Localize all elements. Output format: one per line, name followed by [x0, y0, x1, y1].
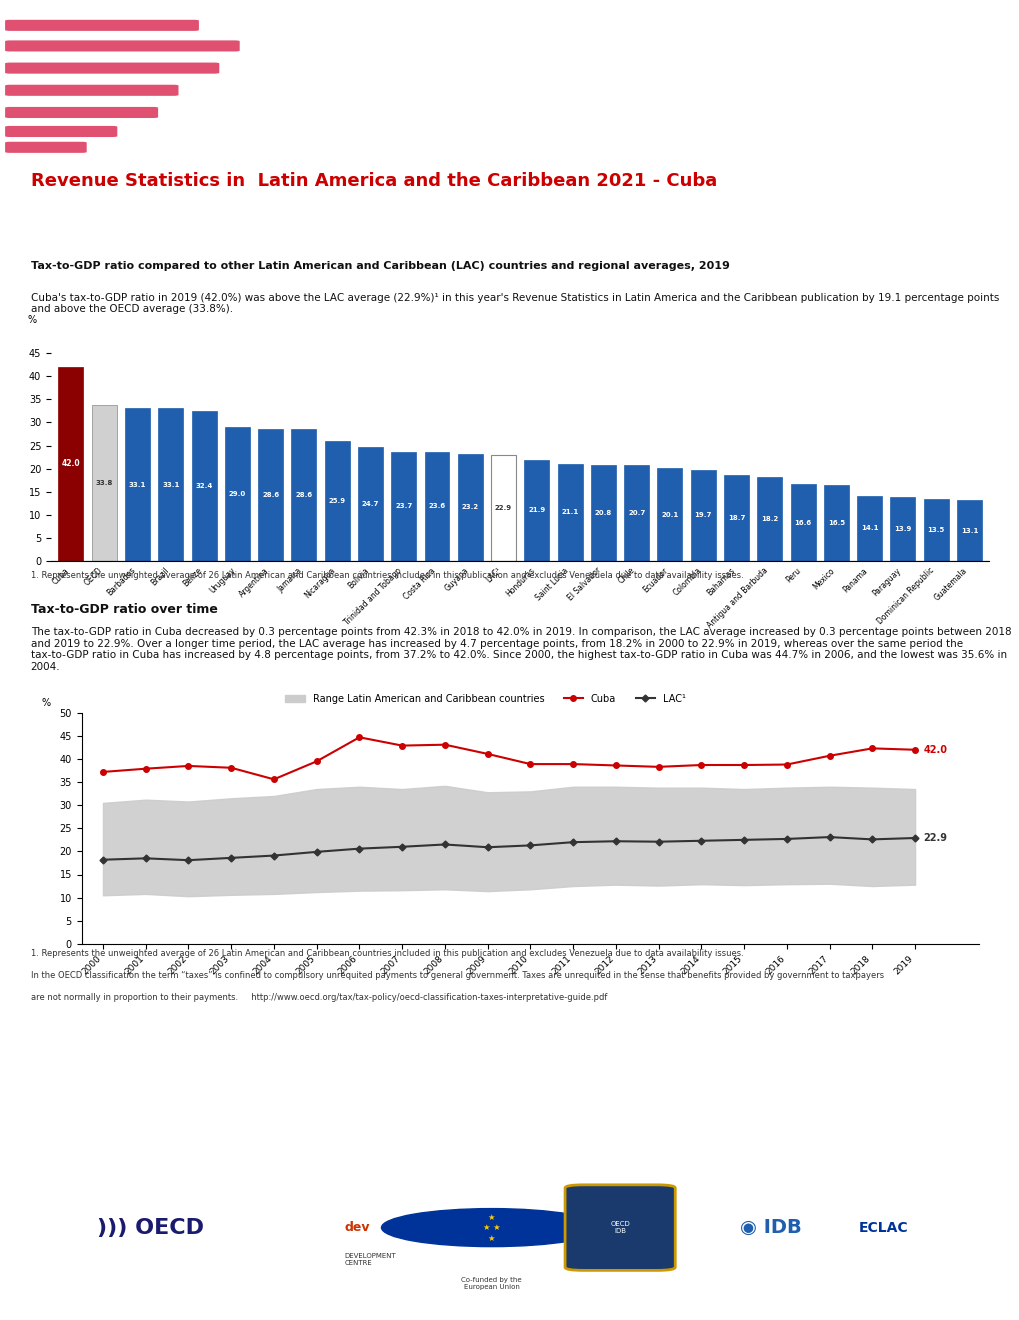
Text: 21.9: 21.9: [528, 507, 545, 513]
FancyBboxPatch shape: [5, 41, 239, 51]
Bar: [424, 451, 449, 561]
Text: ★
★ ★
★: ★ ★ ★ ★: [482, 1213, 500, 1242]
Bar: [723, 475, 748, 561]
Bar: [690, 470, 715, 561]
Text: ))) OECD: ))) OECD: [97, 1217, 204, 1238]
Bar: [524, 459, 549, 561]
Text: 25.9: 25.9: [328, 498, 345, 504]
FancyBboxPatch shape: [5, 125, 117, 137]
Bar: [158, 408, 183, 561]
Text: The tax-to-GDP ratio in Cuba decreased by 0.3 percentage points from 42.3% in 20: The tax-to-GDP ratio in Cuba decreased b…: [31, 627, 1010, 672]
FancyBboxPatch shape: [5, 107, 158, 117]
Text: ◉ IDB: ◉ IDB: [739, 1218, 801, 1237]
Text: Revenue Statistics in  Latin America and the Caribbean 2021 - Cuba: Revenue Statistics in Latin America and …: [31, 173, 716, 190]
Bar: [890, 496, 914, 561]
Text: 20.1: 20.1: [660, 512, 678, 517]
Text: In the OECD classification the term “taxes” is confined to compulsory unrequited: In the OECD classification the term “tax…: [31, 972, 882, 979]
Text: Cuba's tax-to-GDP ratio in 2019 (42.0%) was above the LAC average (22.9%)¹ in th: Cuba's tax-to-GDP ratio in 2019 (42.0%) …: [31, 293, 998, 314]
Bar: [224, 428, 250, 561]
Bar: [58, 367, 84, 561]
Text: 42.0: 42.0: [923, 744, 947, 755]
Bar: [756, 477, 782, 561]
Bar: [923, 499, 948, 561]
Y-axis label: %: %: [28, 315, 37, 326]
Text: 13.9: 13.9: [894, 525, 911, 532]
Circle shape: [381, 1209, 601, 1246]
Text: 23.6: 23.6: [428, 503, 445, 510]
Bar: [291, 429, 316, 561]
FancyBboxPatch shape: [5, 20, 199, 30]
Bar: [92, 405, 116, 561]
Text: Co-funded by the
European Union: Co-funded by the European Union: [461, 1276, 522, 1290]
FancyBboxPatch shape: [5, 84, 178, 96]
Text: Tax-to-GDP ratio compared to other Latin American and Caribbean (LAC) countries : Tax-to-GDP ratio compared to other Latin…: [31, 261, 729, 271]
Text: 23.7: 23.7: [394, 503, 412, 510]
Text: 20.8: 20.8: [594, 510, 611, 516]
Text: DEVELOPMENT
CENTRE: DEVELOPMENT CENTRE: [344, 1253, 396, 1266]
Text: 32.4: 32.4: [196, 483, 213, 490]
Text: 29.0: 29.0: [228, 491, 246, 498]
Bar: [590, 465, 615, 561]
Bar: [258, 429, 283, 561]
Text: 24.7: 24.7: [362, 502, 379, 507]
FancyBboxPatch shape: [5, 62, 219, 74]
Text: 23.2: 23.2: [462, 504, 478, 511]
Text: 16.5: 16.5: [827, 520, 844, 525]
FancyBboxPatch shape: [5, 141, 87, 153]
Text: 22.9: 22.9: [494, 506, 512, 511]
Text: 33.1: 33.1: [162, 482, 179, 487]
Bar: [458, 454, 482, 561]
Text: 18.2: 18.2: [760, 516, 777, 521]
Text: are not normally in proportion to their payments.     http://www.oecd.org/tax/ta: are not normally in proportion to their …: [31, 993, 606, 1002]
Text: 1. Represents the unweighted average of 26 Latin American and Caribbean countrie: 1. Represents the unweighted average of …: [31, 949, 743, 958]
FancyBboxPatch shape: [565, 1185, 675, 1270]
Text: 33.1: 33.1: [128, 482, 146, 487]
Bar: [790, 484, 815, 561]
Text: 42.0: 42.0: [61, 459, 81, 469]
Text: 18.7: 18.7: [728, 515, 745, 521]
Text: dev: dev: [344, 1221, 370, 1234]
Bar: [192, 412, 216, 561]
Bar: [557, 463, 582, 561]
Bar: [856, 496, 881, 561]
Text: 21.1: 21.1: [560, 510, 578, 515]
Text: Tax-to-GDP ratio over time: Tax-to-GDP ratio over time: [31, 603, 217, 615]
Text: 28.6: 28.6: [262, 492, 279, 498]
Text: 20.7: 20.7: [628, 511, 645, 516]
Bar: [490, 455, 516, 561]
Bar: [324, 441, 350, 561]
Text: 14.1: 14.1: [860, 525, 877, 532]
Text: ECLAC: ECLAC: [858, 1221, 908, 1234]
Text: OECD
IDB: OECD IDB: [609, 1221, 630, 1234]
Bar: [624, 466, 648, 561]
Bar: [125, 408, 150, 561]
Bar: [358, 447, 382, 561]
Bar: [823, 484, 848, 561]
Legend: Range Latin American and Caribbean countries, Cuba, LAC¹: Range Latin American and Caribbean count…: [281, 690, 689, 708]
Text: Tax-to-GDP ratio: Tax-to-GDP ratio: [40, 218, 181, 234]
Bar: [657, 469, 682, 561]
Text: 13.5: 13.5: [926, 527, 944, 533]
Text: 28.6: 28.6: [296, 492, 312, 498]
Text: 33.8: 33.8: [96, 480, 113, 486]
Text: 13.1: 13.1: [960, 528, 977, 533]
Text: 22.9: 22.9: [923, 833, 947, 843]
Text: 1. Represents the unweighted average of 26 Latin American and Caribbean countrie: 1. Represents the unweighted average of …: [31, 572, 743, 579]
Y-axis label: %: %: [41, 698, 50, 708]
Text: 19.7: 19.7: [694, 512, 711, 519]
Bar: [956, 500, 981, 561]
Bar: [391, 451, 416, 561]
Text: 16.6: 16.6: [794, 520, 811, 525]
